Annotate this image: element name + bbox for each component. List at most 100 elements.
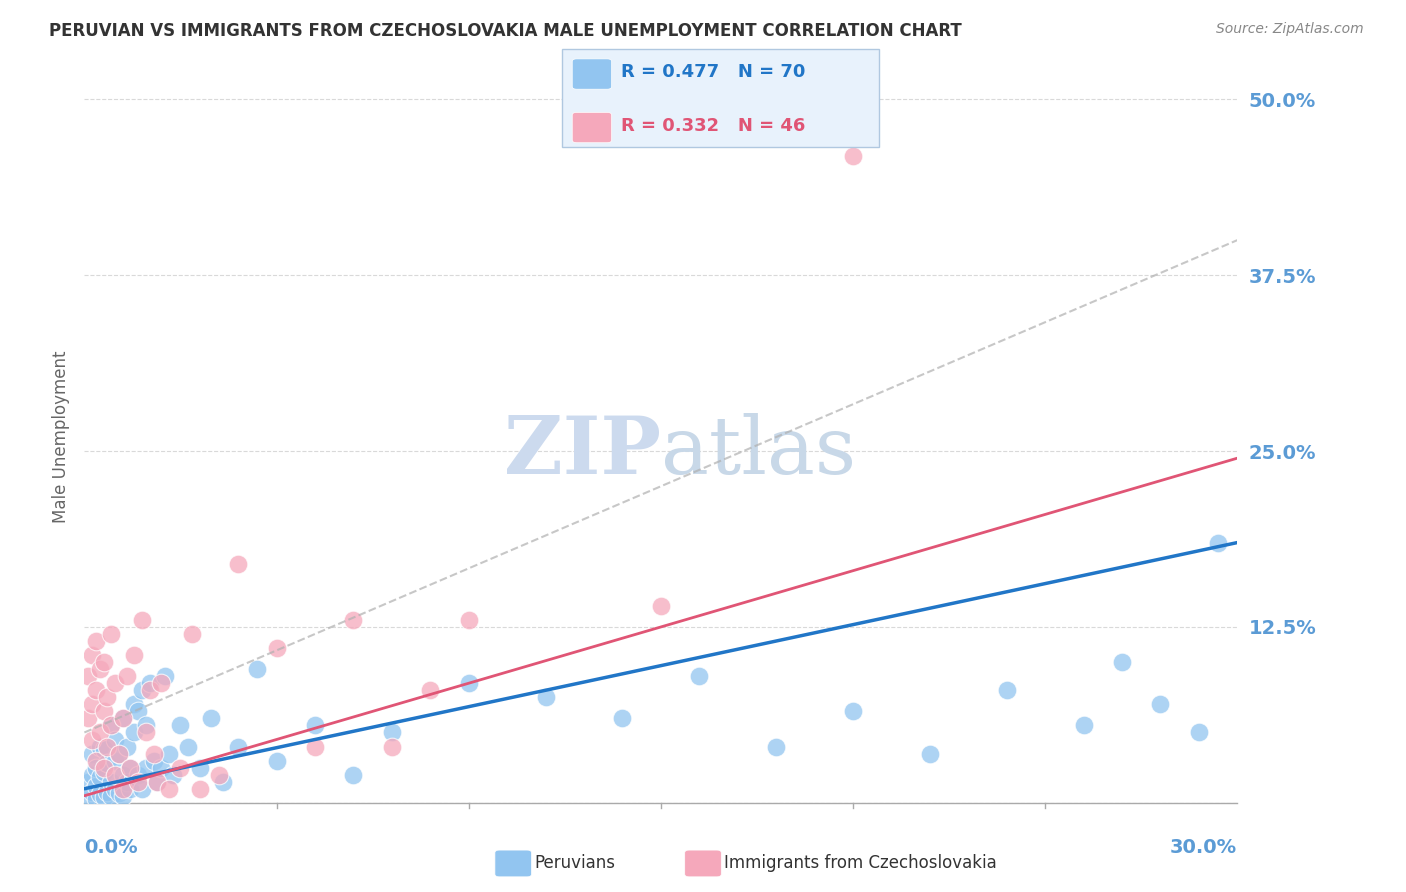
Point bbox=[120, 781, 142, 796]
Point bbox=[111, 789, 134, 803]
Y-axis label: Male Unemployment: Male Unemployment bbox=[52, 351, 70, 524]
Point bbox=[381, 739, 404, 754]
Point bbox=[93, 790, 115, 805]
Point bbox=[266, 641, 288, 656]
Point bbox=[188, 781, 211, 796]
Point bbox=[146, 774, 169, 789]
Point bbox=[157, 747, 180, 761]
Point bbox=[342, 613, 364, 627]
Point bbox=[96, 756, 118, 771]
Point bbox=[169, 761, 191, 775]
Point bbox=[111, 767, 134, 781]
Point bbox=[80, 648, 103, 662]
Point bbox=[77, 774, 100, 789]
Point bbox=[84, 791, 107, 805]
Point bbox=[115, 774, 138, 789]
Point bbox=[127, 774, 149, 789]
Text: 30.0%: 30.0% bbox=[1170, 838, 1237, 857]
Point bbox=[381, 725, 404, 739]
Point bbox=[1206, 535, 1229, 549]
Point bbox=[688, 669, 710, 683]
Point bbox=[77, 711, 100, 725]
Point bbox=[84, 779, 107, 793]
Point bbox=[104, 732, 127, 747]
Point bbox=[127, 767, 149, 781]
Point bbox=[157, 781, 180, 796]
Point bbox=[80, 698, 103, 712]
Point bbox=[96, 784, 118, 798]
Point bbox=[80, 747, 103, 761]
Point bbox=[111, 711, 134, 725]
Point bbox=[93, 764, 115, 779]
Point bbox=[89, 662, 111, 676]
Point bbox=[208, 767, 231, 781]
Point bbox=[89, 725, 111, 739]
Point bbox=[84, 634, 107, 648]
Point bbox=[200, 711, 222, 725]
Point bbox=[226, 557, 249, 571]
Point bbox=[100, 774, 122, 789]
Point bbox=[93, 705, 115, 719]
Point bbox=[995, 683, 1018, 698]
Point bbox=[131, 683, 153, 698]
Point bbox=[96, 739, 118, 754]
Point bbox=[115, 739, 138, 754]
Point bbox=[93, 761, 115, 775]
Point bbox=[135, 718, 157, 732]
Point bbox=[146, 774, 169, 789]
Point bbox=[124, 725, 146, 739]
Point bbox=[304, 718, 326, 732]
Point bbox=[304, 739, 326, 754]
Point bbox=[1149, 698, 1171, 712]
Point bbox=[142, 747, 165, 761]
Point bbox=[650, 599, 672, 613]
Point bbox=[124, 698, 146, 712]
Point bbox=[84, 754, 107, 768]
Point bbox=[162, 767, 184, 781]
Point bbox=[93, 742, 115, 756]
Point bbox=[918, 747, 941, 761]
Point bbox=[80, 732, 103, 747]
Point bbox=[1073, 718, 1095, 732]
Point bbox=[842, 705, 865, 719]
Point bbox=[120, 761, 142, 775]
Point bbox=[211, 774, 233, 789]
Point bbox=[108, 747, 131, 761]
Point bbox=[115, 669, 138, 683]
Point bbox=[131, 781, 153, 796]
Text: 0.0%: 0.0% bbox=[84, 838, 138, 857]
Point bbox=[108, 747, 131, 761]
Point bbox=[89, 739, 111, 754]
Point bbox=[534, 690, 557, 705]
Text: ZIP: ZIP bbox=[503, 413, 661, 491]
Point bbox=[150, 676, 173, 690]
Point bbox=[100, 718, 122, 732]
Point bbox=[181, 627, 204, 641]
Point bbox=[84, 683, 107, 698]
Point bbox=[111, 781, 134, 796]
Point bbox=[342, 767, 364, 781]
Text: R = 0.332   N = 46: R = 0.332 N = 46 bbox=[621, 117, 806, 135]
Point bbox=[188, 761, 211, 775]
Text: atlas: atlas bbox=[661, 413, 856, 491]
Point bbox=[80, 767, 103, 781]
Point bbox=[142, 754, 165, 768]
Point bbox=[135, 761, 157, 775]
Point bbox=[138, 683, 160, 698]
Point bbox=[100, 718, 122, 732]
Point bbox=[111, 711, 134, 725]
Point bbox=[84, 761, 107, 775]
Point bbox=[1111, 655, 1133, 669]
Point bbox=[104, 767, 127, 781]
Point bbox=[153, 669, 176, 683]
Point bbox=[138, 676, 160, 690]
Text: R = 0.477   N = 70: R = 0.477 N = 70 bbox=[621, 63, 806, 81]
Text: Peruvians: Peruvians bbox=[534, 855, 616, 872]
Point bbox=[89, 788, 111, 802]
Text: Source: ZipAtlas.com: Source: ZipAtlas.com bbox=[1216, 22, 1364, 37]
Point bbox=[842, 149, 865, 163]
Point bbox=[457, 676, 479, 690]
Text: Immigrants from Czechoslovakia: Immigrants from Czechoslovakia bbox=[724, 855, 997, 872]
Point bbox=[120, 761, 142, 775]
Text: PERUVIAN VS IMMIGRANTS FROM CZECHOSLOVAKIA MALE UNEMPLOYMENT CORRELATION CHART: PERUVIAN VS IMMIGRANTS FROM CZECHOSLOVAK… bbox=[49, 22, 962, 40]
